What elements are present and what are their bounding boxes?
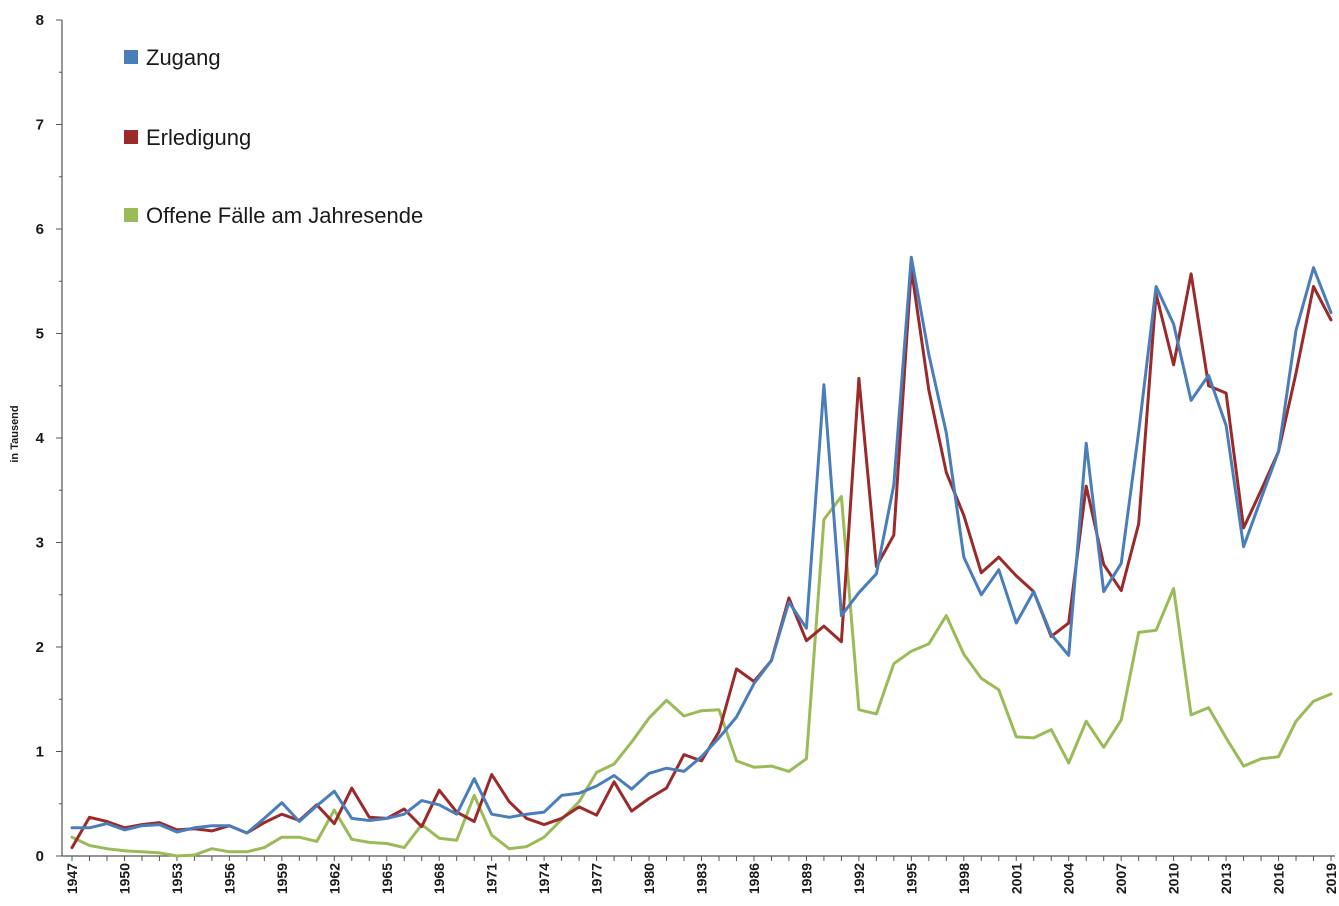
y-tick-label: 2 — [36, 639, 44, 656]
x-tick-label: 1977 — [589, 863, 605, 894]
series-line-offene-f-lle-am-jahresende — [70, 495, 1333, 858]
x-tick-label: 1986 — [746, 863, 762, 894]
y-tick-label: 5 — [36, 326, 44, 343]
y-tick-label: 1 — [36, 744, 44, 761]
legend-label: Offene Fälle am Jahresende — [146, 203, 423, 228]
x-tick-label: 1962 — [326, 863, 342, 894]
legend-label: Zugang — [146, 45, 221, 70]
x-tick-label: 1974 — [536, 863, 552, 894]
x-tick-label: 1968 — [431, 863, 447, 894]
y-tick-label: 3 — [36, 535, 44, 552]
x-tick-label: 1971 — [484, 863, 500, 894]
legend-label: Erledigung — [146, 125, 251, 150]
legend: Zugang Erledigung Offene Fälle am Jahresen… — [124, 45, 423, 228]
x-axis-ticks: 1947 1950 1953 1956 1959 1962 1965 1968 1971 1974… — [64, 856, 1339, 894]
x-tick-label: 1965 — [379, 863, 395, 894]
x-tick-label: 1989 — [798, 863, 814, 894]
x-tick-label: 1956 — [221, 863, 237, 894]
x-tick-label: 1953 — [169, 863, 185, 894]
x-tick-label: 1998 — [956, 863, 972, 894]
legend-swatch — [124, 208, 138, 222]
y-axis-label: in Tausend — [9, 405, 21, 462]
x-tick-label: 1983 — [694, 863, 710, 894]
series-group — [70, 255, 1333, 858]
legend-swatch — [124, 130, 138, 144]
x-tick-label: 2001 — [1008, 863, 1024, 894]
x-tick-label: 2016 — [1271, 863, 1287, 894]
x-tick-label: 1995 — [903, 863, 919, 894]
x-tick-label: 1980 — [641, 863, 657, 894]
series-line-erledigung — [70, 267, 1333, 850]
y-tick-label: 6 — [36, 221, 44, 238]
x-tick-label: 1959 — [274, 863, 290, 894]
x-tick-label: 2019 — [1323, 863, 1339, 894]
y-tick-label: 7 — [36, 117, 44, 134]
y-tick-label: 8 — [36, 12, 44, 29]
x-tick-label: 2013 — [1218, 863, 1234, 894]
y-tick-label: 4 — [36, 430, 45, 447]
y-axis-ticks: 0 1 2 3 4 5 6 7 8 — [36, 12, 62, 865]
x-tick-label: 1947 — [64, 863, 80, 894]
x-tick-label: 2010 — [1166, 863, 1182, 894]
y-tick-label: 0 — [36, 848, 44, 865]
x-tick-label: 1950 — [116, 863, 132, 894]
series-line-zugang — [70, 255, 1333, 835]
legend-swatch — [124, 50, 138, 64]
x-tick-label: 2004 — [1061, 863, 1077, 894]
x-tick-label: 1992 — [851, 863, 867, 894]
x-tick-label: 2007 — [1113, 863, 1129, 894]
